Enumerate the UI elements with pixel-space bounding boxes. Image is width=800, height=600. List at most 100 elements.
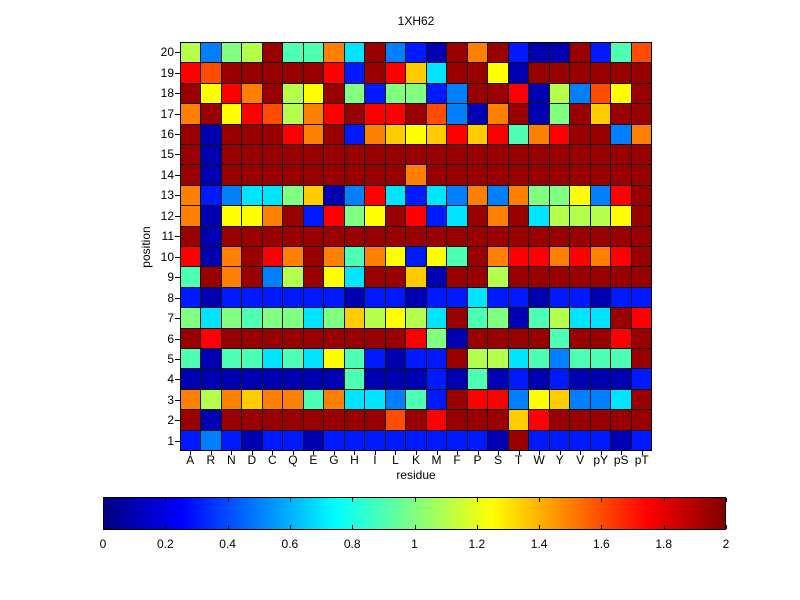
heatmap-cell (324, 369, 344, 389)
heatmap-cell (324, 63, 344, 83)
heatmap-cell (611, 165, 631, 185)
heatmap-cell (631, 165, 651, 185)
heatmap-cell (262, 369, 283, 389)
heatmap-cell (549, 185, 570, 206)
heatmap-cell (570, 430, 590, 450)
heatmap-cell (324, 328, 344, 348)
heatmap-cell (406, 389, 426, 410)
x-tick-label: W (533, 453, 545, 467)
heatmap-cell (221, 246, 242, 267)
heatmap-cell (344, 430, 365, 450)
heatmap-cell (385, 165, 406, 185)
heatmap-cell (488, 165, 508, 185)
heatmap-cell (508, 308, 529, 328)
heatmap-cell (570, 83, 590, 104)
heatmap-cell (303, 430, 324, 450)
heatmap-cell (303, 328, 324, 348)
heatmap-cell (324, 83, 344, 104)
heatmap-cell (488, 124, 508, 144)
heatmap-cell (365, 267, 385, 287)
x-tick-mark (374, 451, 376, 455)
heatmap-cell (611, 185, 631, 206)
heatmap-cell (344, 226, 365, 246)
heatmap-cell (344, 308, 365, 328)
heatmap-cell (385, 206, 406, 226)
heatmap-cell (181, 430, 201, 450)
colorbar-tick-label: 1 (411, 537, 418, 551)
heatmap-cell (590, 430, 611, 450)
colorbar-tick-mark (601, 525, 603, 529)
heatmap-cell (385, 287, 406, 308)
x-tick-label: Y (555, 453, 564, 467)
heatmap-cell (529, 206, 549, 226)
heatmap-cell (262, 83, 283, 104)
heatmap-cell (549, 389, 570, 410)
heatmap-cell (201, 63, 221, 83)
x-tick-label: S (494, 453, 503, 467)
heatmap-cell (631, 63, 651, 83)
heatmap-cell (324, 410, 344, 430)
heatmap-cell (590, 165, 611, 185)
heatmap-cell (324, 246, 344, 267)
heatmap-cell (242, 43, 262, 63)
heatmap-cell (488, 389, 508, 410)
heatmap-cell (365, 104, 385, 124)
heatmap-cell (570, 144, 590, 165)
y-tick-mark (175, 318, 180, 320)
heatmap-cell (570, 267, 590, 287)
heatmap-cell (201, 267, 221, 287)
heatmap-cell (570, 165, 590, 185)
heatmap-cell (488, 410, 508, 430)
heatmap-cell (631, 308, 651, 328)
heatmap-cell (529, 63, 549, 83)
x-tick-mark (231, 451, 233, 455)
heatmap-cell (324, 185, 344, 206)
y-tick-mark (175, 93, 180, 95)
heatmap-cell (201, 348, 221, 369)
heatmap-cell (508, 144, 529, 165)
heatmap-cell (262, 267, 283, 287)
heatmap-cell (570, 246, 590, 267)
heatmap-cell (467, 308, 488, 328)
heatmap-cell (447, 43, 467, 63)
heatmap-cell (201, 104, 221, 124)
y-tick-mark (175, 256, 180, 258)
y-tick-mark (175, 297, 180, 299)
heatmap-cell (303, 410, 324, 430)
heatmap-cell (344, 246, 365, 267)
heatmap-cell (181, 124, 201, 144)
heatmap-cell (467, 104, 488, 124)
x-tick-label: D (247, 453, 257, 467)
y-tick-label: 9 (167, 270, 174, 285)
x-tick-mark (498, 451, 500, 455)
heatmap-cell (242, 104, 262, 124)
heatmap-cell (221, 43, 242, 63)
heatmap-cell (488, 83, 508, 104)
heatmap-cell (242, 328, 262, 348)
y-tick-label: 15 (160, 147, 174, 162)
heatmap-cell (508, 226, 529, 246)
colorbar-tick-label: 0 (99, 537, 107, 551)
x-tick-label: H (350, 453, 359, 467)
heatmap-cell (283, 206, 303, 226)
heatmap-cell (590, 226, 611, 246)
heatmap-cell (549, 206, 570, 226)
x-tick-mark (600, 451, 602, 455)
heatmap-cell (365, 124, 385, 144)
heatmap-cell (508, 348, 529, 369)
heatmap-cell (488, 328, 508, 348)
heatmap-cell (344, 369, 365, 389)
heatmap-cell (488, 267, 508, 287)
heatmap-cell (488, 226, 508, 246)
heatmap-cell (508, 165, 529, 185)
heatmap-cell (467, 226, 488, 246)
heatmap-cell (324, 206, 344, 226)
heatmap-cell (344, 124, 365, 144)
heatmap-cell (221, 430, 242, 450)
heatmap-cell (631, 226, 651, 246)
heatmap-cell (590, 267, 611, 287)
x-tick-label: N (226, 453, 236, 467)
heatmap-cell (181, 83, 201, 104)
colorbar-tick-label: 1.8 (655, 537, 673, 551)
heatmap-cell (283, 226, 303, 246)
